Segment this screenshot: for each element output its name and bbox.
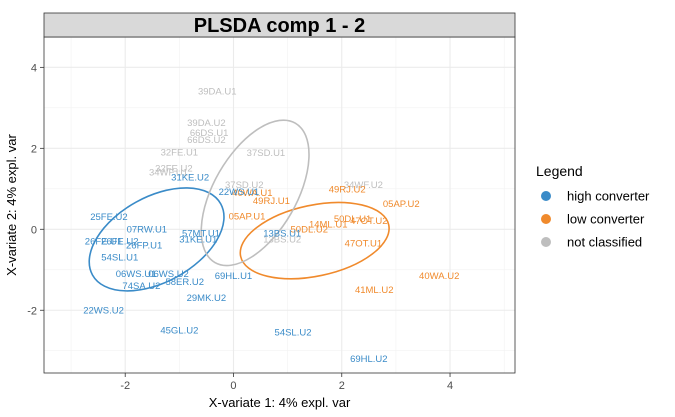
minor-gridlines xyxy=(44,37,515,373)
confidence-ellipses xyxy=(88,119,390,292)
sample-label: 26FE.U1 xyxy=(85,236,123,247)
legend-title: Legend xyxy=(536,163,583,179)
sample-label: 69HL.U2 xyxy=(350,354,388,365)
sample-label: 34WF.U1 xyxy=(149,168,188,179)
sample-label: 32FE.U1 xyxy=(161,147,199,158)
sample-label: 49RJ.U2 xyxy=(329,185,366,196)
y-tick-label: 2 xyxy=(31,143,37,155)
ellipse-low-converter xyxy=(239,201,390,280)
x-tick-label: 4 xyxy=(447,380,453,392)
sample-label: 47OT.U2 xyxy=(350,216,388,227)
legend-marker-low-converter xyxy=(541,214,551,224)
sample-label: 41ML.U2 xyxy=(355,285,394,296)
sample-label: 26FE.U2 xyxy=(101,236,139,247)
sample-label: 66DS.U2 xyxy=(187,135,226,146)
sample-label: 69HL.U1 xyxy=(215,271,253,282)
sample-label: 37SD.U2 xyxy=(225,180,264,191)
sample-label: 54SL.U2 xyxy=(275,328,312,339)
sample-label: 54SL.U1 xyxy=(101,253,138,264)
y-axis-ticks: -2 0 2 4 xyxy=(27,62,44,317)
title-strip xyxy=(43,12,516,38)
sample-label: 13BS.U1 xyxy=(263,228,301,239)
ellipse-high-converter xyxy=(88,187,225,292)
legend-marker-high-converter xyxy=(541,191,551,201)
y-tick-label: 4 xyxy=(31,62,37,74)
sample-label: 13BS.U2 xyxy=(263,234,301,245)
legend-label-low-converter: low converter xyxy=(567,212,645,227)
sample-label: 26FP.U1 xyxy=(126,240,162,251)
legend: Legend high converter low converter not cl… xyxy=(536,163,650,250)
sample-label: 29MK.U2 xyxy=(187,293,227,304)
chart-title: PLSDA comp 1 - 2 xyxy=(194,15,366,37)
x-axis-title: X-variate 1: 4% expl. var xyxy=(209,395,351,410)
sample-label: 40WA.U1 xyxy=(232,188,272,199)
sample-label: 39DA.U2 xyxy=(187,118,226,129)
x-axis-ticks: -2 0 2 4 xyxy=(120,373,453,392)
y-tick-label: -2 xyxy=(27,305,37,317)
sample-label: 07RW.U1 xyxy=(127,224,167,235)
x-tick-label: 0 xyxy=(230,380,236,392)
sample-label: 05AP.U1 xyxy=(229,211,266,222)
x-tick-label: 2 xyxy=(339,380,345,392)
sample-label: 05AP.U2 xyxy=(383,199,420,210)
sample-label: 66DS.U1 xyxy=(190,128,229,139)
sample-label: 32FE.U2 xyxy=(155,164,193,175)
sample-label: 37SD.U1 xyxy=(247,148,286,159)
sample-label: 49RJ.U1 xyxy=(253,196,290,207)
legend-marker-not-classified xyxy=(541,237,551,247)
sample-label: 14ML.U1 xyxy=(309,219,348,230)
sample-label: 57MT.U1 xyxy=(182,228,220,239)
sample-label: 25FE.U2 xyxy=(90,212,128,223)
sample-label: 40WA.U2 xyxy=(419,271,459,282)
ellipse-not-classified xyxy=(200,119,310,267)
sample-label: 31KE.U1 xyxy=(179,234,217,245)
sample-label: 50DL.U2 xyxy=(291,224,329,235)
sample-label: 39DA.U1 xyxy=(198,87,237,98)
sample-label: 22WS.U2 xyxy=(83,305,124,316)
sample-label: 06WS.U2 xyxy=(148,269,189,280)
sample-label: 47OT.U1 xyxy=(345,238,383,249)
major-gridlines xyxy=(44,37,515,373)
sample-label: 22WS.U1 xyxy=(219,187,260,198)
legend-items: high converter low converter not classifie… xyxy=(541,189,650,250)
sample-label: 31KE.U2 xyxy=(171,172,209,183)
sample-label: 06WS.U1 xyxy=(116,269,157,280)
y-tick-label: 0 xyxy=(31,224,37,236)
sample-label: 45GL.U2 xyxy=(160,325,198,336)
sample-label: 34WF.U2 xyxy=(344,180,383,191)
legend-label-high-converter: high converter xyxy=(567,189,650,204)
sample-label: 74SA.U2 xyxy=(122,281,160,292)
legend-label-not-classified: not classified xyxy=(567,235,642,250)
y-axis-title: X-variate 2: 4% expl. var xyxy=(4,134,19,276)
sample-label: 50DL.U1 xyxy=(334,214,372,225)
sample-label: 58ER.U2 xyxy=(165,277,204,288)
x-tick-label: -2 xyxy=(120,380,130,392)
